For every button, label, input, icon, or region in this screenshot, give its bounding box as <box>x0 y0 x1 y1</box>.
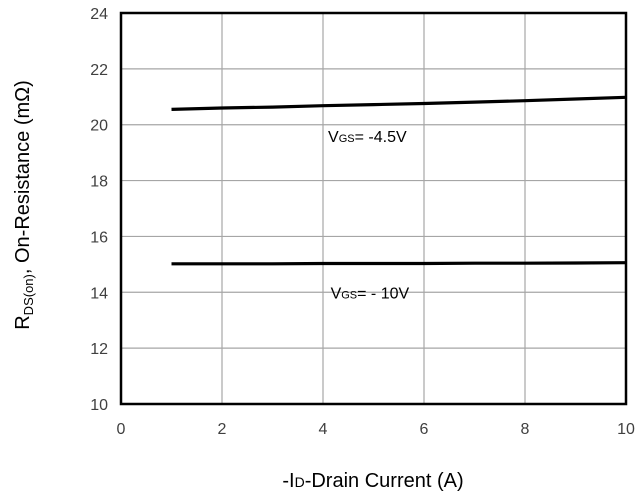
y-tick-label: 18 <box>90 174 108 191</box>
y-tick-labels: 10 12 14 16 18 20 22 24 <box>90 6 108 414</box>
x-tick-label: 10 <box>617 421 635 438</box>
y-axis-title-suffix: , On-Resistance (mΩ) <box>12 80 34 274</box>
y-tick-label: 14 <box>90 285 108 302</box>
series-label-subscript: GS <box>341 289 357 301</box>
x-axis-title-suffix: -Drain Current (A) <box>305 470 464 492</box>
x-tick-label: 6 <box>420 421 429 438</box>
series-line-1 <box>171 95 627 111</box>
y-tick-label: 12 <box>90 341 108 358</box>
y-tick-label: 24 <box>90 6 108 23</box>
x-axis-title: -ID-Drain Current (A) <box>282 470 463 492</box>
y-axis-title: RDS(on), On-Resistance (mΩ) <box>12 80 36 330</box>
x-tick-label: 4 <box>319 421 328 438</box>
series-label-subscript: GS <box>339 133 355 145</box>
series-lines <box>171 95 627 266</box>
x-tick-labels: 0 2 4 6 8 10 <box>117 421 635 438</box>
y-axis-title-subscript: DS(on) <box>21 274 36 315</box>
x-tick-label: 2 <box>218 421 227 438</box>
y-axis-title-prefix: R <box>12 315 34 329</box>
x-axis-title-subscript: D <box>295 474 305 490</box>
series-label-2: VGS= - 10V <box>331 285 410 302</box>
x-tick-label: 0 <box>117 421 126 438</box>
x-axis-title-prefix: -I <box>282 470 294 492</box>
series-label-prefix: V <box>328 129 339 146</box>
y-tick-label: 10 <box>90 397 108 414</box>
series-label-prefix: V <box>331 285 342 302</box>
y-tick-label: 22 <box>90 62 108 79</box>
y-tick-label: 20 <box>90 118 108 135</box>
grid <box>121 13 626 404</box>
x-tick-label: 8 <box>521 421 530 438</box>
series-label-suffix: = - 10V <box>357 285 409 302</box>
series-line-2 <box>171 261 627 266</box>
series-label-1: VGS= -4.5V <box>328 129 407 146</box>
series-label-suffix: = -4.5V <box>355 129 407 146</box>
y-tick-label: 16 <box>90 229 108 246</box>
plot-frame <box>119 11 628 406</box>
